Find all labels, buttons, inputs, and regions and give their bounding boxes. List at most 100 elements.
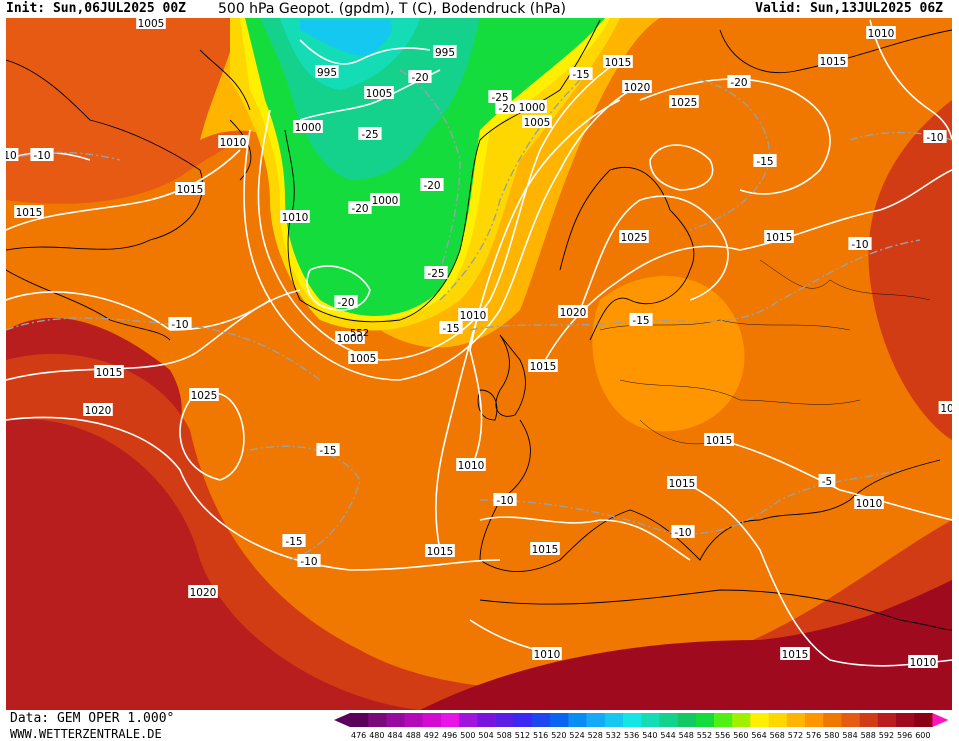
pressure-label-box — [315, 65, 339, 78]
legend-swatch — [641, 713, 660, 727]
chart-title: 500 hPa Geopot. (gpdm), T (C), Bodendruc… — [218, 1, 566, 17]
legend-swatch — [859, 713, 879, 727]
isotherm — [6, 317, 321, 381]
pressure-label-box — [293, 120, 323, 133]
pressure-label-text: 1015 — [766, 232, 793, 244]
pressure-label-box — [532, 647, 562, 660]
arctic-russia-coast — [719, 29, 952, 74]
pressure-label-box — [667, 476, 697, 489]
isobar — [6, 291, 271, 331]
legend-value: 560 — [733, 731, 748, 740]
coastlines — [6, 19, 952, 631]
pressure-label: 1010 — [458, 308, 488, 322]
pressure-label: 1015 — [603, 55, 633, 69]
legend-swatch — [532, 713, 551, 727]
pressure-label: 1015 — [528, 359, 558, 373]
legend-swatch — [896, 713, 915, 727]
pressure-label-text: 1015 — [532, 544, 559, 556]
legend-value: 536 — [624, 731, 639, 740]
legend-swatch — [441, 713, 460, 727]
temperature-label-box — [358, 127, 382, 140]
temperature-label-box — [753, 154, 777, 167]
pressure-label-text: 1000 — [372, 195, 399, 207]
pressure-label-box — [818, 54, 848, 67]
legend-value: 528 — [588, 731, 603, 740]
temperature-label-text: -10 — [851, 239, 868, 251]
ireland-coast — [477, 389, 498, 421]
legend-swatch — [805, 713, 824, 727]
pressure-label-text: 1020 — [624, 82, 651, 94]
pressure-label-text: 1020 — [560, 307, 587, 319]
pressure-label-box — [558, 305, 588, 318]
pressure-label-box — [530, 542, 560, 555]
pressure-label: 1015 — [94, 365, 124, 379]
isobar — [719, 439, 952, 521]
isobar — [6, 149, 241, 231]
temperature-label-text: -10 — [171, 319, 188, 331]
temperature-label-box — [282, 534, 306, 547]
legend-value: 524 — [569, 731, 584, 740]
temperature-label-box — [495, 101, 519, 114]
pressure-label-box — [189, 388, 219, 401]
temperature-label: -20 — [348, 201, 372, 215]
pressure-label-text: 1010 — [868, 28, 895, 40]
temperature-label: -20 — [495, 101, 519, 115]
legend-value: 476 — [351, 731, 366, 740]
pressure-label: 1010 — [456, 458, 486, 472]
temperature-label-text: -10 — [926, 132, 943, 144]
isobar — [479, 516, 691, 561]
pressure-label-text: 995 — [435, 47, 455, 59]
legend-right-arrow — [932, 713, 949, 727]
legend-swatch — [586, 713, 606, 727]
pressure-label-box — [780, 647, 810, 660]
isobar — [299, 39, 431, 65]
legend-swatch — [477, 713, 496, 727]
temperature-label-box — [848, 237, 872, 250]
pressure-label-box — [280, 210, 310, 223]
temperature-label-box — [420, 178, 444, 191]
pressure-label: 10 — [6, 148, 19, 162]
isobar — [6, 416, 501, 571]
isobar — [243, 84, 641, 381]
pressure-label-text: 1000 — [295, 122, 322, 134]
temperature-label: -5 — [818, 474, 836, 488]
legend-swatch — [459, 713, 478, 727]
legend-swatch — [750, 713, 769, 727]
border-line — [619, 379, 861, 405]
pressure-label: 1010 — [908, 655, 938, 669]
pressure-label-text: 1015 — [16, 207, 43, 219]
temperature-label-box — [629, 313, 653, 326]
temperature-label-box — [424, 266, 448, 279]
pressure-label: 1010 — [532, 647, 562, 661]
pressure-label-text: 1020 — [190, 587, 217, 599]
legend-swatch — [714, 713, 733, 727]
legend-swatch — [568, 713, 587, 727]
pressure-label: 1025 — [619, 230, 649, 244]
temperature-label-text: -15 — [442, 323, 459, 335]
temperature-label-box — [671, 525, 695, 538]
legend-value: 556 — [715, 731, 730, 740]
pressure-label-box — [335, 331, 365, 344]
isotherm — [479, 469, 901, 535]
pressure-label-text: 10 — [6, 150, 17, 162]
temperature-label: -10 — [30, 148, 54, 162]
map-header: Init: Sun,06JUL2025 00Z 500 hPa Geopot. … — [0, 0, 959, 18]
website-link[interactable]: WWW.WETTERZENTRALE.DE — [10, 727, 162, 741]
pressure-label-box — [370, 193, 400, 206]
fill-592-southwest — [6, 419, 420, 710]
temperature-label-text: -5 — [822, 476, 832, 488]
legend-value: 480 — [369, 731, 384, 740]
legend-swatch — [786, 713, 806, 727]
pressure-label: 995 — [433, 45, 457, 59]
legend-swatch — [695, 713, 715, 727]
isobar — [869, 19, 952, 141]
temperature-label-text: -20 — [498, 103, 515, 115]
pressure-label-box — [456, 458, 486, 471]
pressure-label-text: 995 — [317, 67, 337, 79]
pressure-label: 10 — [938, 401, 952, 415]
pressure-label: 1015 — [667, 476, 697, 490]
temperature-label-box — [408, 70, 432, 83]
isobar — [579, 195, 729, 311]
temperature-label: -10 — [297, 554, 321, 568]
temperature-label-text: -20 — [423, 180, 440, 192]
